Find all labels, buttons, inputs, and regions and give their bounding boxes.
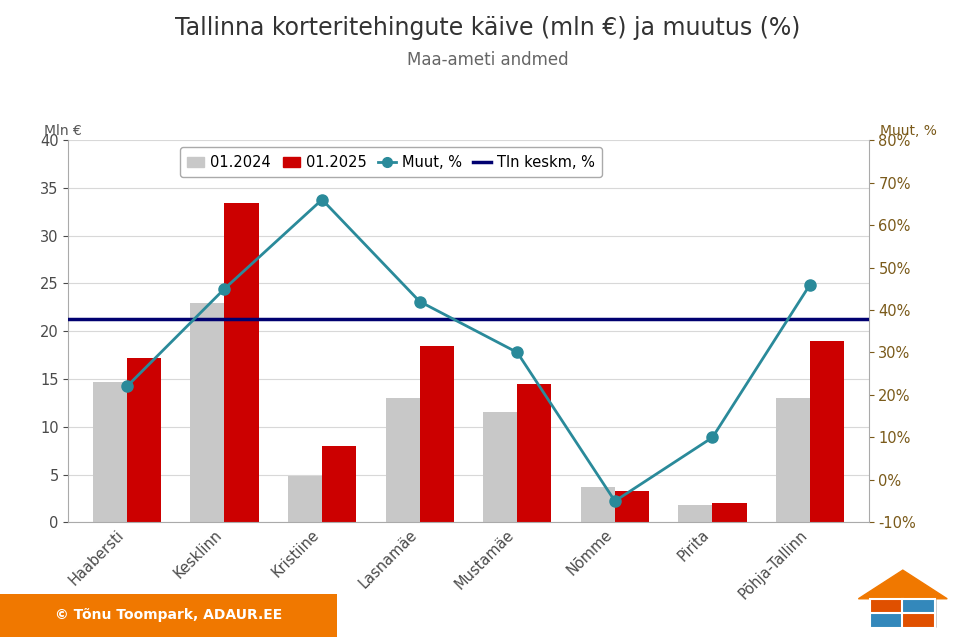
Bar [810, 341, 844, 522]
FancyBboxPatch shape [902, 599, 935, 614]
Text: Tallinna korteritehingute käive (mln €) ja muutus (%): Tallinna korteritehingute käive (mln €) … [176, 16, 800, 40]
Bar [517, 383, 551, 522]
Bar [93, 382, 127, 522]
Bar [483, 413, 517, 522]
Text: Mln €: Mln € [44, 124, 82, 138]
Bar [127, 358, 161, 522]
Legend: 01.2024, 01.2025, Muut, %, Tln keskm, %: 01.2024, 01.2025, Muut, %, Tln keskm, % [180, 147, 602, 177]
Bar [190, 303, 224, 522]
Text: Muut, %: Muut, % [880, 124, 937, 138]
Bar [386, 398, 420, 522]
FancyBboxPatch shape [872, 599, 935, 627]
Bar [288, 476, 322, 522]
Bar [712, 503, 747, 522]
Bar [776, 398, 810, 522]
Bar [581, 487, 615, 522]
Bar [224, 203, 259, 522]
Bar [322, 446, 356, 522]
Bar [678, 505, 712, 522]
Bar [420, 345, 454, 522]
Bar [615, 490, 649, 522]
FancyBboxPatch shape [870, 599, 903, 614]
Text: © Tõnu Toompark, ADAUR.EE: © Tõnu Toompark, ADAUR.EE [55, 608, 282, 622]
FancyBboxPatch shape [902, 613, 935, 628]
FancyBboxPatch shape [870, 613, 903, 628]
Polygon shape [859, 570, 947, 599]
Text: Maa-ameti andmed: Maa-ameti andmed [407, 51, 569, 69]
